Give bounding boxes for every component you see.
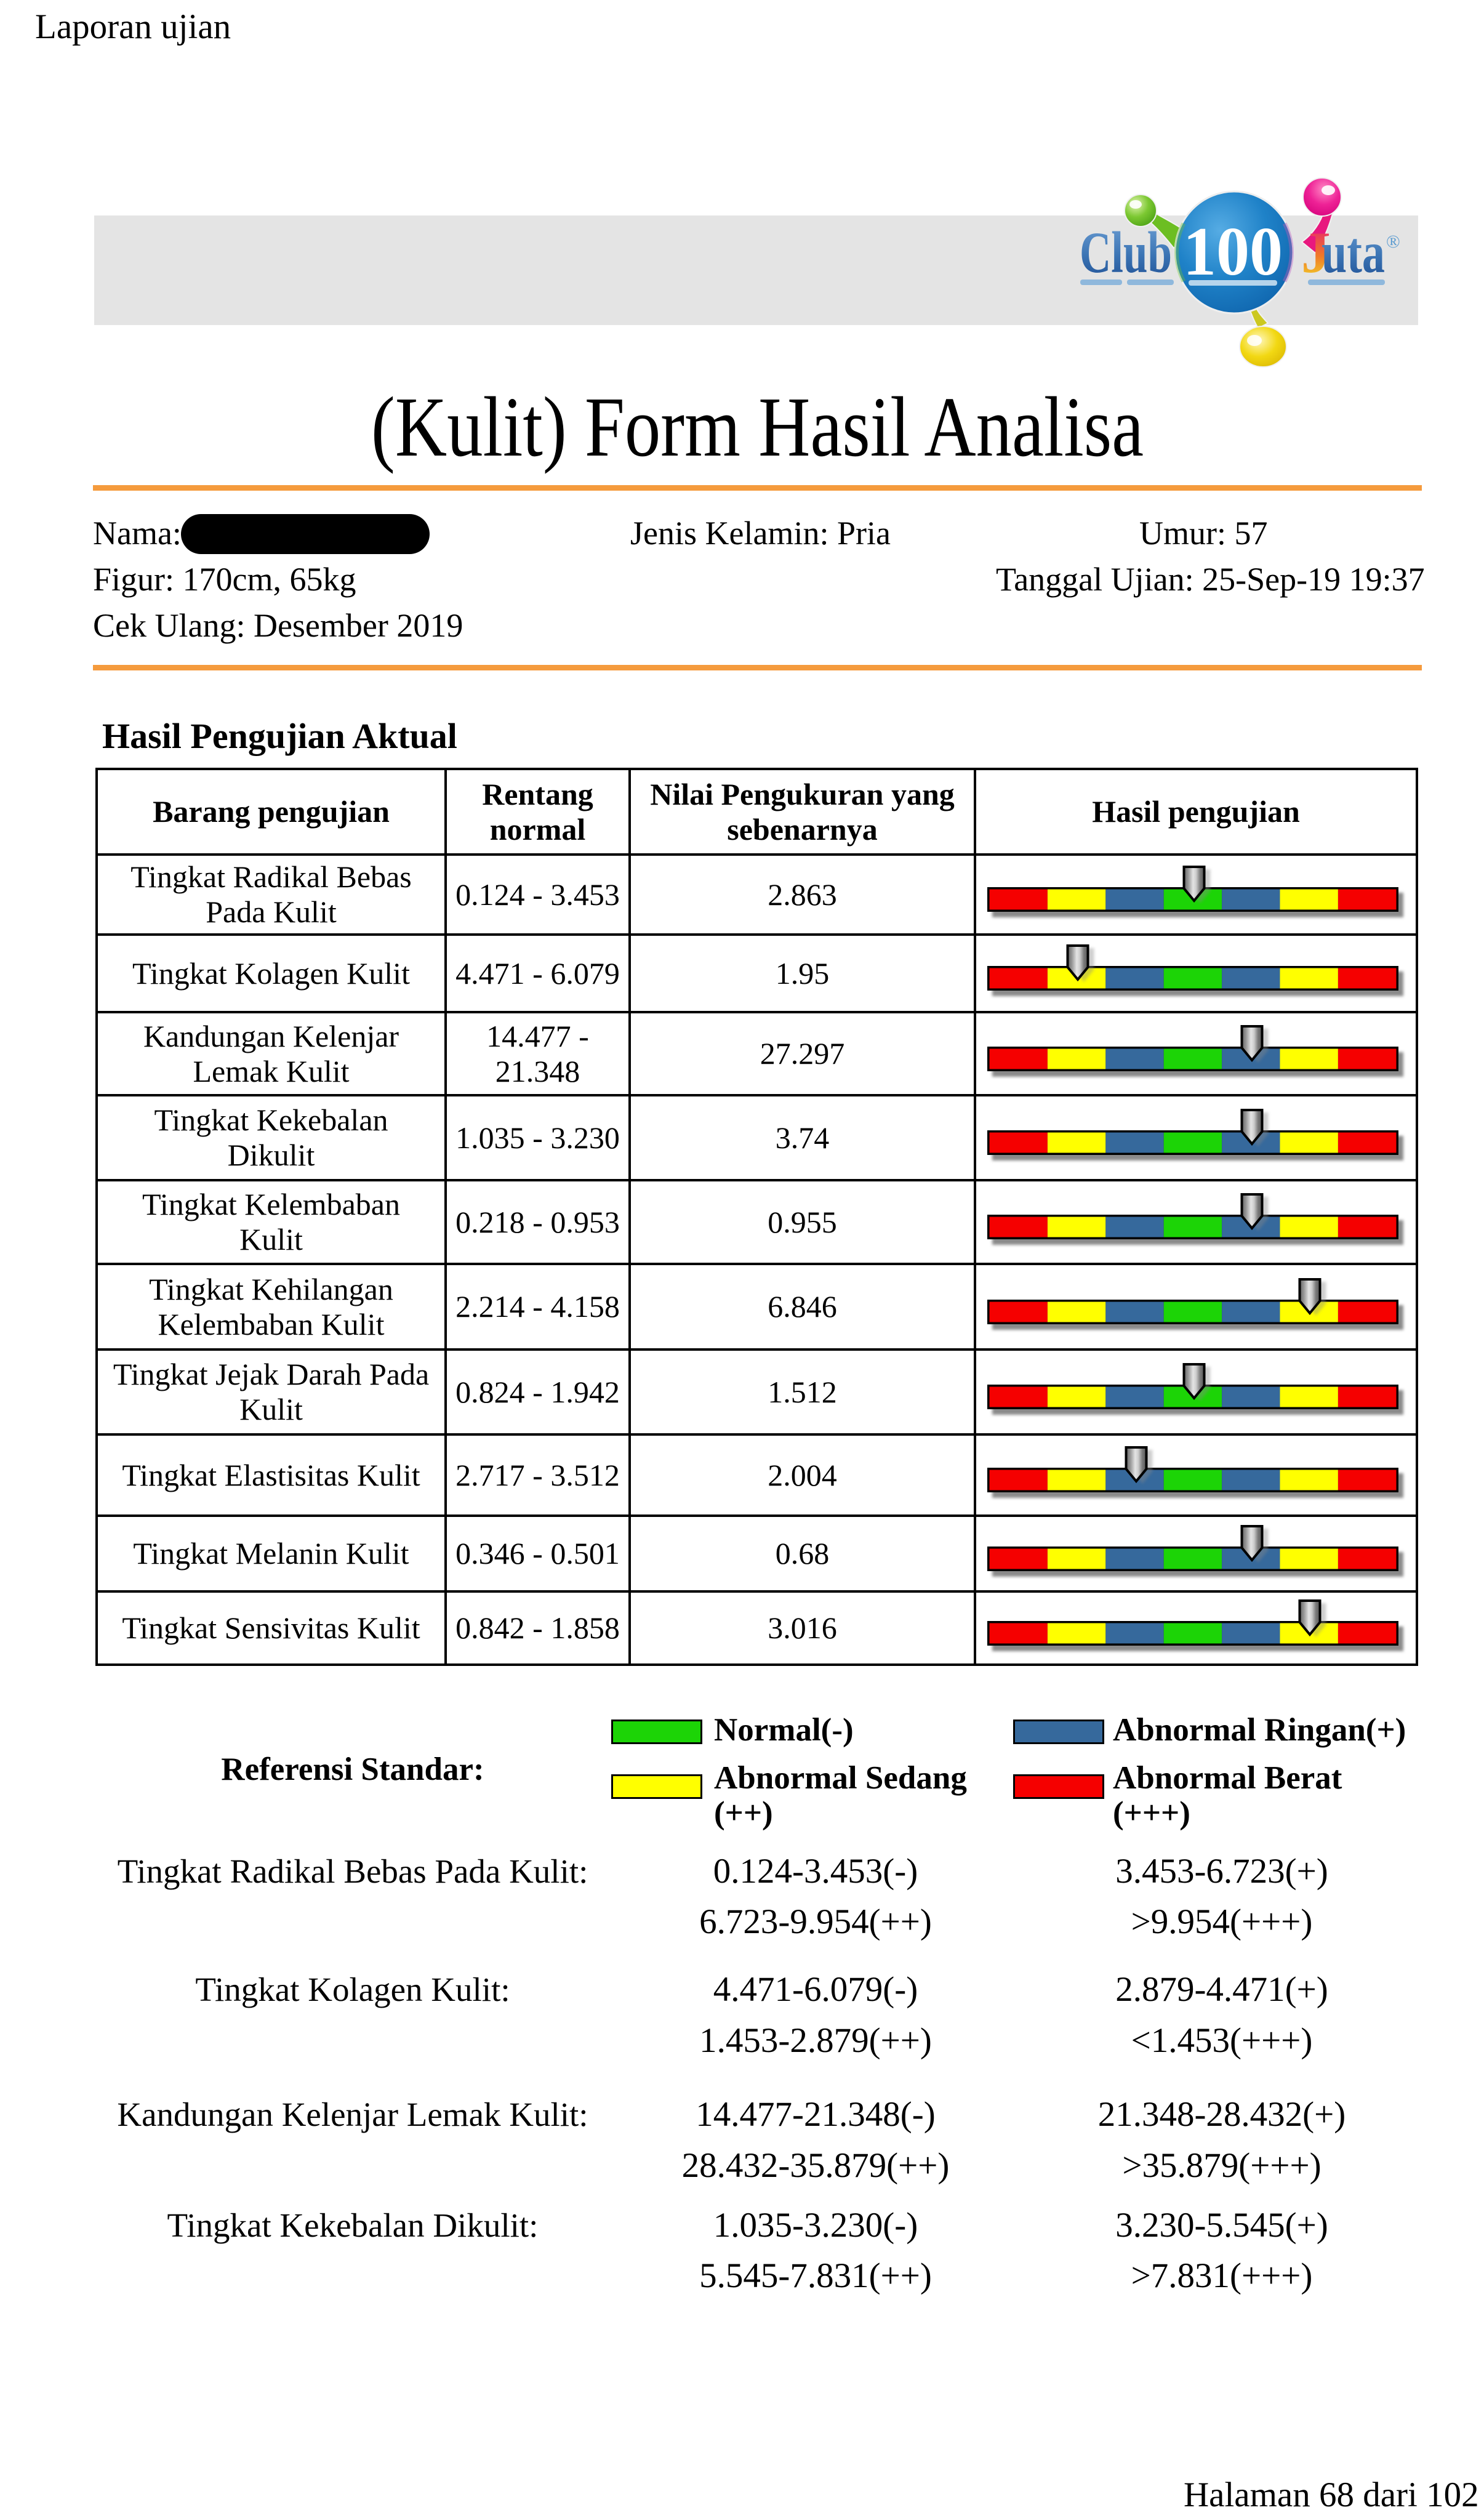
svg-text:100: 100: [1183, 214, 1283, 290]
svg-text:uta: uta: [1322, 220, 1385, 285]
svg-text:J: J: [1301, 220, 1331, 285]
svg-text:®: ®: [1386, 231, 1400, 252]
svg-text:Club: Club: [1080, 220, 1172, 285]
